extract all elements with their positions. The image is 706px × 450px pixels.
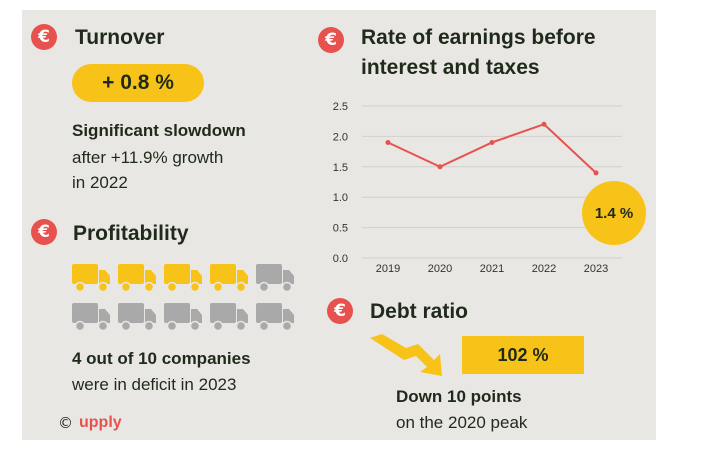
- truck-icon: [164, 303, 202, 332]
- profitability-headline: 4 out of 10 companies: [72, 349, 251, 368]
- truck-icon: [72, 303, 110, 332]
- profitability-title: Profitability: [73, 222, 189, 245]
- turnover-detail-line1: after +11.9% growth: [72, 148, 224, 167]
- debt-detail: on the 2020 peak: [396, 413, 528, 432]
- upply-logo: © upply: [58, 414, 122, 432]
- data-point: [385, 139, 391, 145]
- turnover-headline: Significant slowdown: [72, 121, 246, 140]
- euro-icon: €: [318, 27, 344, 53]
- y-tick-label: 2.5: [333, 101, 348, 113]
- profitability-detail: were in deficit in 2023: [72, 375, 237, 394]
- truck-icon: [256, 264, 294, 293]
- truck-icon: [72, 264, 110, 293]
- debt-headline: Down 10 points: [396, 387, 522, 406]
- turnover-title: Turnover: [75, 26, 165, 49]
- copyright-symbol: ©: [58, 414, 73, 432]
- euro-icon: €: [31, 219, 57, 245]
- truck-icon: [118, 264, 156, 293]
- y-tick-label: 1.0: [333, 192, 348, 204]
- truck-icon: [210, 264, 248, 293]
- ebit-value-badge: 1.4 %: [582, 181, 646, 245]
- y-tick-label: 1.5: [333, 162, 348, 174]
- x-tick-label: 2019: [376, 263, 400, 275]
- ebit-title-line2: interest and taxes: [361, 56, 540, 79]
- truck-icon-grid: [72, 264, 294, 332]
- truck-icon: [118, 303, 156, 332]
- x-tick-label: 2021: [480, 263, 504, 275]
- x-tick-label: 2020: [428, 263, 452, 275]
- turnover-detail-line2: in 2022: [72, 173, 128, 192]
- truck-icon: [256, 303, 294, 332]
- ebit-line-chart: 0.0 0.5 1.0 1.5 2.0 2.5 2019 2020 2021 2022 2023: [333, 101, 622, 275]
- x-tick-label: 2022: [532, 263, 556, 275]
- debt-value-box: 102 %: [462, 336, 584, 374]
- euro-icon: €: [31, 24, 57, 50]
- y-tick-label: 0.0: [333, 253, 348, 265]
- y-tick-label: 2.0: [333, 131, 348, 143]
- truck-icon: [210, 303, 248, 332]
- data-point: [593, 170, 599, 176]
- turnover-value-pill: + 0.8 %: [72, 64, 204, 102]
- truck-icon: [164, 264, 202, 293]
- debt-title: Debt ratio: [370, 300, 469, 323]
- data-point: [437, 164, 443, 170]
- data-point: [489, 139, 495, 145]
- ebit-title-line1: Rate of earnings before: [361, 26, 596, 49]
- x-tick-label: 2023: [584, 263, 608, 275]
- euro-icon: €: [327, 298, 353, 324]
- y-tick-label: 0.5: [333, 223, 348, 235]
- down-arrow-icon: [370, 334, 442, 376]
- series-line: [387, 123, 597, 174]
- data-point: [541, 121, 547, 127]
- brand-name: upply: [79, 414, 122, 431]
